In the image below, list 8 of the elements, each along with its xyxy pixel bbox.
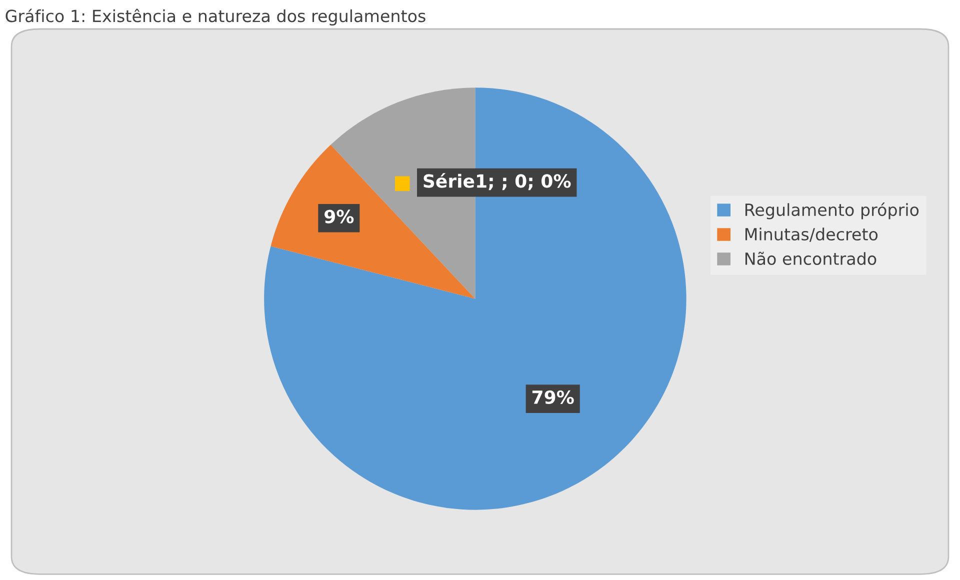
legend-label: Regulamento próprio [745, 202, 919, 220]
legend-label: Minutas/decreto [745, 228, 878, 242]
data-label: 9% [324, 210, 354, 224]
text: Série1; ; 0; 0% [424, 173, 571, 190]
data-label: 79% [532, 390, 574, 404]
chart-title: Gráfico 1: Existência e natureza dos regulamentos [6, 8, 426, 26]
pie-slice [264, 88, 686, 510]
legend-label: Não encontrado [745, 252, 876, 265]
